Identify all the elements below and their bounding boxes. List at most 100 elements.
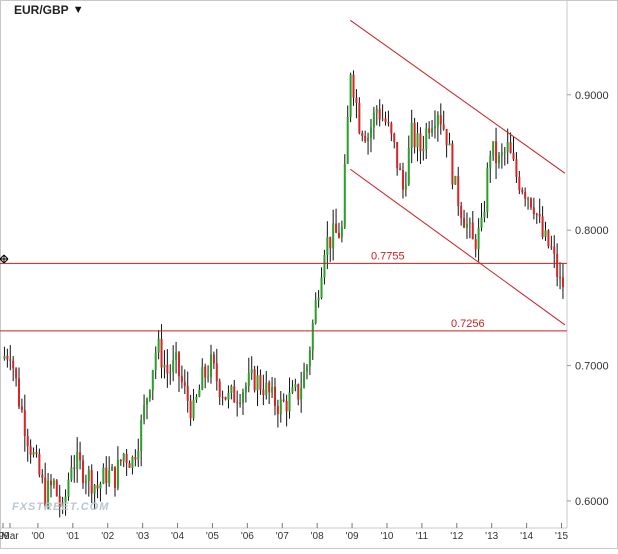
candle-up: [483, 211, 486, 218]
candle-down: [119, 459, 122, 462]
candle-down: [532, 207, 535, 215]
candle-up: [271, 386, 274, 393]
candle-down: [38, 453, 41, 475]
candle-up: [527, 198, 530, 200]
candle-up: [410, 122, 413, 148]
candle-down: [125, 453, 128, 464]
candle-down: [233, 386, 236, 403]
candle-up: [61, 502, 64, 507]
candle-up: [465, 223, 468, 228]
candle-down: [26, 435, 29, 447]
candle-up: [265, 382, 268, 396]
time-tick-label: '08: [311, 531, 324, 542]
candle-up: [209, 354, 213, 378]
candle-up: [497, 155, 500, 163]
candle-up: [448, 143, 451, 146]
candle-down: [361, 132, 364, 137]
candle-down: [17, 378, 21, 407]
time-tick-label: '14: [520, 531, 533, 542]
channel-upper-line[interactable]: [350, 19, 566, 174]
candle-down: [189, 400, 192, 419]
watermark-logo: FXSTREET.COM: [12, 501, 110, 513]
candle-up: [291, 387, 294, 393]
candles-group: [3, 70, 564, 518]
triangle-down-icon[interactable]: ▼: [72, 4, 84, 16]
candle-down: [224, 397, 227, 400]
candle-up: [3, 355, 6, 359]
candle-down: [12, 360, 15, 369]
time-tick-label: '05: [206, 531, 219, 542]
candle-down: [439, 115, 442, 125]
candle-up: [320, 277, 323, 298]
candle-down: [9, 359, 12, 361]
candle-down: [463, 217, 466, 228]
candle-up: [349, 74, 352, 117]
candle-down: [212, 354, 215, 364]
candle-up: [506, 142, 509, 152]
candle-up: [323, 254, 326, 278]
candle-up: [76, 452, 79, 469]
candle-up: [169, 372, 172, 374]
candle-down: [134, 456, 137, 460]
candle-up: [343, 163, 346, 227]
candle-up: [303, 371, 306, 388]
candle-down: [282, 399, 285, 401]
time-tick-label: '09: [346, 531, 359, 542]
candle-down: [96, 485, 99, 489]
candle-up: [486, 167, 489, 212]
candle-up: [503, 151, 506, 153]
candle-up: [64, 496, 67, 503]
move-crosshair-icon[interactable]: [0, 254, 9, 264]
candle-up: [154, 352, 157, 371]
candle-up: [122, 453, 125, 462]
candle-down: [445, 129, 448, 146]
candle-up: [346, 116, 349, 164]
candle-down: [329, 236, 332, 249]
candle-up: [70, 467, 73, 480]
candle-up: [369, 127, 372, 138]
price-axis: 0.9000 0.8000 0.7000 0.6000: [567, 90, 609, 508]
candle-up: [87, 470, 90, 482]
candle-down: [387, 121, 390, 124]
candle-down: [6, 355, 9, 360]
candle-down: [73, 467, 76, 469]
candle-down: [442, 124, 445, 130]
candle-up: [108, 470, 111, 484]
candle-up: [468, 222, 471, 224]
price-tick-label: 0.9000: [575, 90, 609, 102]
candle-down: [393, 133, 396, 142]
candle-down: [535, 214, 538, 216]
candle-down: [553, 246, 556, 254]
channel-lower-line[interactable]: [350, 168, 566, 326]
time-tick-label: '13: [485, 531, 498, 542]
candle-up: [163, 364, 166, 368]
candle-down: [457, 176, 460, 206]
candle-down: [166, 364, 169, 374]
candle-down: [180, 376, 183, 383]
candle-down: [81, 460, 85, 484]
candle-up: [300, 387, 303, 400]
candle-up: [305, 366, 308, 372]
candle-up: [244, 386, 247, 393]
candle-down: [128, 463, 131, 468]
candle-up: [431, 128, 434, 133]
candle-down: [215, 363, 218, 382]
time-tick-label: '07: [276, 531, 289, 542]
time-tick-label: '06: [241, 531, 254, 542]
candle-up: [99, 483, 102, 489]
candle-down: [221, 397, 224, 399]
candle-down: [471, 222, 474, 240]
candle-down: [401, 169, 404, 190]
candle-up: [175, 352, 178, 361]
candle-up: [544, 230, 547, 237]
candle-up: [477, 227, 480, 250]
candle-up: [404, 184, 407, 190]
time-tick-label: '11: [416, 531, 429, 542]
candle-up: [332, 223, 335, 249]
symbol-selector[interactable]: EUR/GBP ▼: [14, 3, 84, 17]
candle-down: [529, 198, 532, 208]
candle-up: [93, 485, 96, 494]
candle-up: [140, 419, 143, 452]
